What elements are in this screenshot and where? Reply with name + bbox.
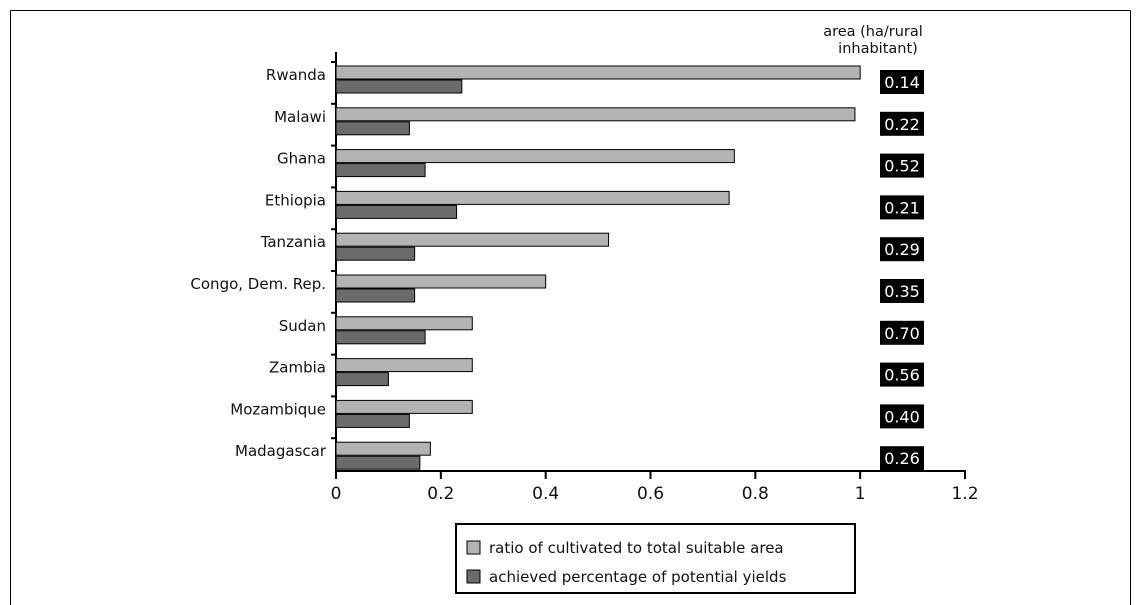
bar-ratio xyxy=(335,107,856,122)
area-value: 0.70 xyxy=(884,324,920,343)
area-value: 0.52 xyxy=(884,157,920,176)
area-value-badge xyxy=(880,362,924,387)
area-value-badge xyxy=(880,320,924,345)
area-value-badge xyxy=(880,111,924,136)
area-value-badge xyxy=(880,279,924,303)
category-label: Ethiopia xyxy=(265,191,326,209)
bar-yield xyxy=(335,204,458,219)
bar-yield xyxy=(335,79,463,94)
x-tick-label: 0.4 xyxy=(532,484,559,504)
area-value: 0.14 xyxy=(884,73,920,92)
bar-ratio xyxy=(335,316,473,331)
bar-ratio xyxy=(335,274,547,289)
area-value-badge xyxy=(880,446,924,471)
x-tick-label: 1.2 xyxy=(951,484,978,504)
category-label: Madagascar xyxy=(235,442,327,460)
x-tick-label: 0.8 xyxy=(742,484,769,504)
category-label: Mozambique xyxy=(230,400,326,418)
legend-label-ratio: ratio of cultivated to total suitable ar… xyxy=(489,539,784,557)
area-value: 0.35 xyxy=(884,282,920,301)
x-tick-label: 1 xyxy=(855,484,866,504)
bar-ratio xyxy=(335,65,861,80)
bar-yield xyxy=(335,246,416,261)
legend: ratio of cultivated to total suitable ar… xyxy=(455,523,856,594)
area-column-header-line2: inhabitant) xyxy=(838,41,918,57)
area-value-badge xyxy=(880,70,924,94)
bar-ratio xyxy=(335,190,730,205)
category-label: Tanzania xyxy=(260,233,326,251)
bar-ratio xyxy=(335,441,431,456)
bar-yield xyxy=(335,413,410,428)
bar-yield xyxy=(335,372,389,387)
bar-ratio xyxy=(335,358,473,373)
category-label: Rwanda xyxy=(266,66,326,84)
area-value: 0.22 xyxy=(884,115,920,134)
area-value: 0.40 xyxy=(884,407,920,426)
legend-swatch-ratio xyxy=(466,540,481,555)
area-value-badge xyxy=(880,195,924,220)
area-value: 0.26 xyxy=(884,449,920,468)
bar-ratio xyxy=(335,399,473,414)
bar-yield xyxy=(335,330,426,345)
bar-yield xyxy=(335,121,410,136)
legend-swatch-yield xyxy=(466,569,481,584)
x-tick-label: 0.2 xyxy=(427,484,454,504)
legend-box xyxy=(455,523,856,594)
x-tick-label: 0 xyxy=(331,484,342,504)
x-tick-label: 0.6 xyxy=(637,484,664,504)
category-label: Sudan xyxy=(279,317,326,335)
category-label: Congo, Dem. Rep. xyxy=(190,275,326,293)
category-label: Ghana xyxy=(277,150,326,168)
plot-area: 0 0.2 0.4 0.6 0.8 1 1.2 Rwanda 0.14 Malawi 0.22 Gha… xyxy=(190,52,979,504)
area-value-badge xyxy=(880,153,924,178)
category-label: Zambia xyxy=(269,359,326,377)
area-value: 0.29 xyxy=(884,240,920,259)
category-label: Malawi xyxy=(274,108,326,126)
legend-label-yield: achieved percentage of potential yields xyxy=(489,568,787,586)
bar-yield xyxy=(335,163,426,178)
area-value-badge xyxy=(880,237,924,262)
bar-ratio xyxy=(335,149,735,164)
bar-yield xyxy=(335,288,416,303)
area-value: 0.21 xyxy=(884,198,920,217)
area-column-header-line1: area (ha/rural xyxy=(823,24,923,40)
area-value: 0.56 xyxy=(884,366,920,385)
bar-yield xyxy=(335,455,421,470)
area-value-badge xyxy=(880,404,924,429)
bar-ratio xyxy=(335,232,610,247)
